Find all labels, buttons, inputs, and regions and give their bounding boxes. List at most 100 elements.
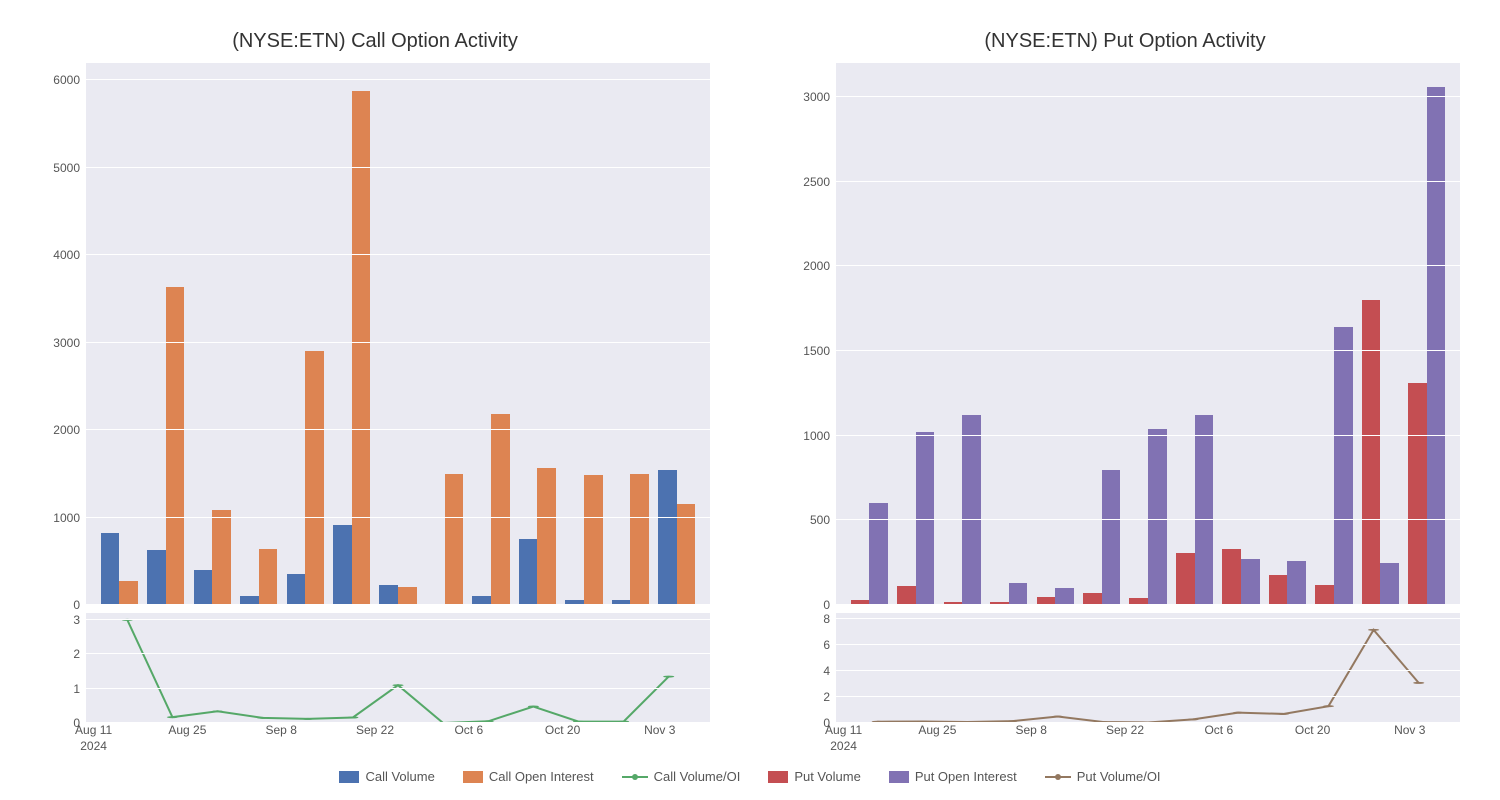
legend-put-oi: Put Open Interest — [889, 769, 1017, 784]
legend-label-call-ratio: Call Volume/OI — [654, 769, 741, 784]
bar-series1 — [333, 525, 352, 605]
xtick: Oct 6 — [454, 723, 483, 737]
put-panel: (NYSE:ETN) Put Option Activity 050010001… — [790, 30, 1460, 753]
bar-series2 — [166, 287, 185, 605]
call-panel-title: (NYSE:ETN) Call Option Activity — [40, 30, 710, 53]
bar-group — [142, 63, 188, 605]
bar-series2 — [677, 504, 696, 605]
bar-series2 — [119, 581, 138, 605]
xtick: Nov 3 — [1394, 723, 1425, 737]
bar-group — [1032, 63, 1078, 605]
put-bar-plot — [836, 63, 1460, 605]
xtick: Aug 11 — [825, 723, 862, 737]
xtick: Sep 22 — [1106, 723, 1144, 737]
put-ratio-yaxis: 02468 — [790, 613, 836, 723]
swatch-call-oi — [463, 771, 483, 783]
legend-label-call-oi: Call Open Interest — [489, 769, 594, 784]
call-ratio-plot — [86, 613, 710, 723]
ytick: 0 — [823, 598, 830, 612]
ytick: 8 — [823, 612, 830, 626]
gridline — [836, 265, 1460, 266]
bar-group — [1357, 63, 1403, 605]
bar-series2 — [584, 475, 603, 605]
bar-group — [468, 63, 514, 605]
bar-group — [514, 63, 560, 605]
legend-label-put-volume: Put Volume — [794, 769, 861, 784]
ytick: 2 — [823, 690, 830, 704]
gridline — [86, 429, 710, 430]
gridline — [836, 435, 1460, 436]
bar-group — [1404, 63, 1450, 605]
call-panel: (NYSE:ETN) Call Option Activity 01000200… — [40, 30, 710, 753]
gridline — [836, 350, 1460, 351]
call-xaxis: Aug 11Aug 25Sep 8Sep 22Oct 6Oct 20Nov 32… — [40, 723, 710, 753]
swatch-put-volume — [768, 771, 788, 783]
put-bar-yaxis: 050010001500200025003000 — [790, 63, 836, 605]
bar-group — [654, 63, 700, 605]
bar-series1 — [101, 533, 120, 605]
legend-call-ratio: Call Volume/OI — [622, 769, 741, 784]
bar-group — [607, 63, 653, 605]
xtick: Oct 6 — [1204, 723, 1233, 737]
bar-series1 — [1269, 575, 1288, 605]
bar-series1 — [147, 550, 166, 605]
put-panel-title: (NYSE:ETN) Put Option Activity — [790, 30, 1460, 53]
gridline — [86, 688, 710, 689]
xtick: Nov 3 — [644, 723, 675, 737]
bar-series2 — [305, 351, 324, 605]
ytick: 6000 — [53, 73, 80, 87]
ytick: 1000 — [803, 429, 830, 443]
legend-call-oi: Call Open Interest — [463, 769, 594, 784]
bar-series2 — [1195, 415, 1214, 605]
bar-group — [375, 63, 421, 605]
put-ratio-chart: 02468 — [790, 613, 1460, 723]
bar-series2 — [491, 414, 510, 605]
gridline — [86, 619, 710, 620]
ytick: 6 — [823, 638, 830, 652]
bar-series2 — [1287, 561, 1306, 605]
legend: Call Volume Call Open Interest Call Volu… — [0, 763, 1500, 800]
gridline — [836, 670, 1460, 671]
bar-group — [1125, 63, 1171, 605]
ytick: 2000 — [53, 423, 80, 437]
xtick: Oct 20 — [1295, 723, 1330, 737]
bar-series1 — [519, 539, 538, 605]
bar-group — [1264, 63, 1310, 605]
put-bar-chart: 050010001500200025003000 — [790, 63, 1460, 605]
bar-group — [939, 63, 985, 605]
gridline — [836, 696, 1460, 697]
ytick: 2000 — [803, 259, 830, 273]
put-xaxis: Aug 11Aug 25Sep 8Sep 22Oct 6Oct 20Nov 32… — [790, 723, 1460, 753]
xtick: Sep 8 — [1016, 723, 1047, 737]
bar-series1 — [1315, 585, 1334, 605]
call-ratio-line — [86, 613, 710, 723]
bar-series2 — [1148, 429, 1167, 605]
call-ratio-chart: 0123 — [40, 613, 710, 723]
xtick: Aug 11 — [75, 723, 112, 737]
bar-group — [189, 63, 235, 605]
put-ratio-plot — [836, 613, 1460, 723]
gridline — [836, 604, 1460, 605]
ytick: 5000 — [53, 161, 80, 175]
bar-group — [1078, 63, 1124, 605]
xtick: Oct 20 — [545, 723, 580, 737]
ytick: 2500 — [803, 175, 830, 189]
bar-series2 — [962, 415, 981, 605]
figure: (NYSE:ETN) Call Option Activity 0 1000 200… — [0, 0, 1500, 800]
call-bar-chart: 0100020003000400050006000 — [40, 63, 710, 605]
ytick: 1 — [73, 682, 80, 696]
gridline — [836, 644, 1460, 645]
bar-series1 — [287, 574, 306, 605]
bar-group — [561, 63, 607, 605]
bar-group — [235, 63, 281, 605]
bar-series1 — [658, 470, 677, 605]
gridline — [86, 79, 710, 80]
bar-group — [282, 63, 328, 605]
call-bar-plot — [86, 63, 710, 605]
gridline — [836, 181, 1460, 182]
ytick: 3000 — [53, 336, 80, 350]
gridline — [836, 96, 1460, 97]
bar-series1 — [1222, 549, 1241, 605]
legend-label-put-ratio: Put Volume/OI — [1077, 769, 1161, 784]
bar-group — [1171, 63, 1217, 605]
